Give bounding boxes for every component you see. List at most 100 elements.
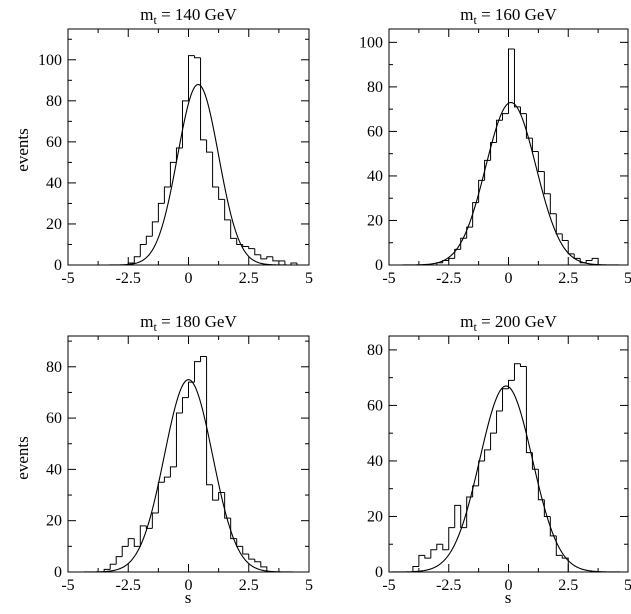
histogram-bin — [260, 561, 268, 572]
histogram-bin — [236, 538, 243, 547]
histogram-bin — [508, 48, 515, 114]
histogram-bin — [218, 491, 225, 501]
y-tick-label: 80 — [46, 93, 62, 110]
histogram-bin — [200, 57, 207, 141]
y-tick-label: 80 — [367, 79, 383, 96]
histogram-bin — [454, 504, 461, 528]
histogram-bin — [424, 555, 431, 559]
y-tick-label: 0 — [54, 564, 62, 581]
histogram-panel: mt = 180 GeV -5 -2.5 0 2.5 5 0 20 40 60 80 — [46, 312, 313, 594]
histogram-bin — [591, 257, 599, 265]
x-tick-label: -5 — [61, 577, 74, 594]
x-tick-label: 0 — [185, 577, 193, 594]
histogram-bin — [496, 410, 503, 434]
panel-title: mt = 200 GeV — [460, 312, 557, 334]
histogram-bin — [573, 253, 581, 259]
x-tick-label: 5 — [305, 270, 313, 287]
histogram-bin — [460, 505, 467, 529]
histogram-bin — [224, 492, 231, 519]
gaussian-fit-curve — [68, 83, 309, 266]
x-tick-label: 5 — [624, 577, 631, 594]
x-tick-label: 0 — [185, 270, 193, 287]
histogram-bin — [284, 260, 291, 266]
histogram-bin — [555, 213, 563, 235]
histogram-bin — [519, 363, 527, 368]
x-tick-label: 2.5 — [558, 577, 578, 594]
histogram-bin — [418, 554, 425, 567]
histogram-bin — [169, 161, 177, 188]
x-tick-label: -2.5 — [436, 577, 461, 594]
histogram-bin — [454, 248, 461, 259]
histogram-bin — [531, 138, 539, 152]
histogram-bin — [537, 151, 545, 172]
x-tick-label: -2.5 — [116, 270, 141, 287]
y-tick-label: 60 — [46, 134, 62, 151]
histogram-bin — [508, 379, 515, 389]
histogram-panel: mt = 160 GeV -5 -2.5 0 2.5 5 0 20 40 60 80 100 — [359, 5, 631, 287]
histogram-bin — [412, 565, 419, 572]
histogram-bin — [206, 139, 213, 153]
histogram-bin — [519, 106, 527, 115]
histogram-bin — [272, 256, 279, 262]
gaussian-fit-curve — [389, 385, 628, 573]
y-tick-label: 20 — [46, 216, 62, 233]
histogram-bin — [115, 556, 123, 565]
histogram-bin — [242, 546, 249, 555]
histogram-bin — [430, 549, 437, 559]
x-tick-label: 0 — [505, 577, 513, 594]
histogram-bin — [145, 235, 153, 245]
y-tick-label: 0 — [375, 564, 383, 581]
histogram-bin — [157, 481, 165, 513]
gaussian-fit-curve — [68, 379, 309, 573]
histogram-bin — [175, 412, 183, 467]
histogram-bin — [206, 356, 213, 486]
histogram-bin — [175, 147, 183, 163]
histogram-bin — [248, 554, 255, 560]
x-tick-label: -5 — [382, 577, 395, 594]
histogram-bin — [212, 484, 219, 501]
histogram-bin — [543, 171, 551, 195]
y-tick-label: 100 — [359, 34, 383, 51]
histogram-bin — [212, 152, 219, 188]
histogram-panel: mt = 200 GeV -5 -2.5 0 2.5 5 0 20 40 60 80 — [367, 312, 631, 594]
histogram-bin — [460, 237, 467, 250]
y-axis-label-bottom: events — [13, 436, 32, 479]
panels-group: mt = 140 GeV -5 -2.5 0 2.5 5 0 20 40 60 80 100 mt = … — [38, 5, 631, 594]
histogram-bin — [266, 256, 273, 259]
histogram-panel: mt = 140 GeV -5 -2.5 0 2.5 5 0 20 40 60 80 100 — [38, 5, 313, 287]
panel-title: mt = 180 GeV — [140, 312, 237, 334]
histogram-bin — [502, 388, 509, 411]
histogram-bin — [109, 563, 117, 570]
histogram-bin — [513, 49, 521, 108]
x-tick-label: 5 — [305, 577, 313, 594]
histogram-bin — [242, 244, 249, 248]
histogram-bin — [490, 142, 497, 161]
x-tick-label: 2.5 — [558, 270, 578, 287]
histogram-bin — [248, 246, 255, 250]
histogram-bin — [188, 55, 195, 101]
x-tick-label: -5 — [61, 270, 74, 287]
y-tick-label: 20 — [367, 508, 383, 525]
x-tick-label: 2.5 — [239, 577, 259, 594]
y-tick-label: 80 — [46, 359, 62, 376]
y-tick-label: 40 — [367, 168, 383, 185]
histogram-bin — [561, 233, 569, 242]
x-axis-label-right: s — [505, 588, 512, 607]
y-tick-label: 0 — [375, 257, 383, 274]
histogram-bin — [163, 186, 171, 204]
y-tick-label: 60 — [367, 123, 383, 140]
histogram-bin — [133, 256, 141, 263]
y-tick-label: 20 — [367, 212, 383, 229]
y-tick-label: 100 — [38, 52, 62, 69]
y-tick-label: 40 — [367, 453, 383, 470]
histogram-bin — [561, 555, 569, 572]
panel-title: mt = 140 GeV — [140, 5, 237, 27]
histogram-bin — [133, 538, 141, 547]
histogram-bin — [484, 159, 491, 181]
histogram-bin — [549, 193, 557, 215]
histogram-bin — [151, 512, 159, 529]
histogram-bin — [163, 476, 171, 483]
histogram-bin — [194, 361, 201, 383]
y-axis-label-top: events — [13, 128, 32, 171]
